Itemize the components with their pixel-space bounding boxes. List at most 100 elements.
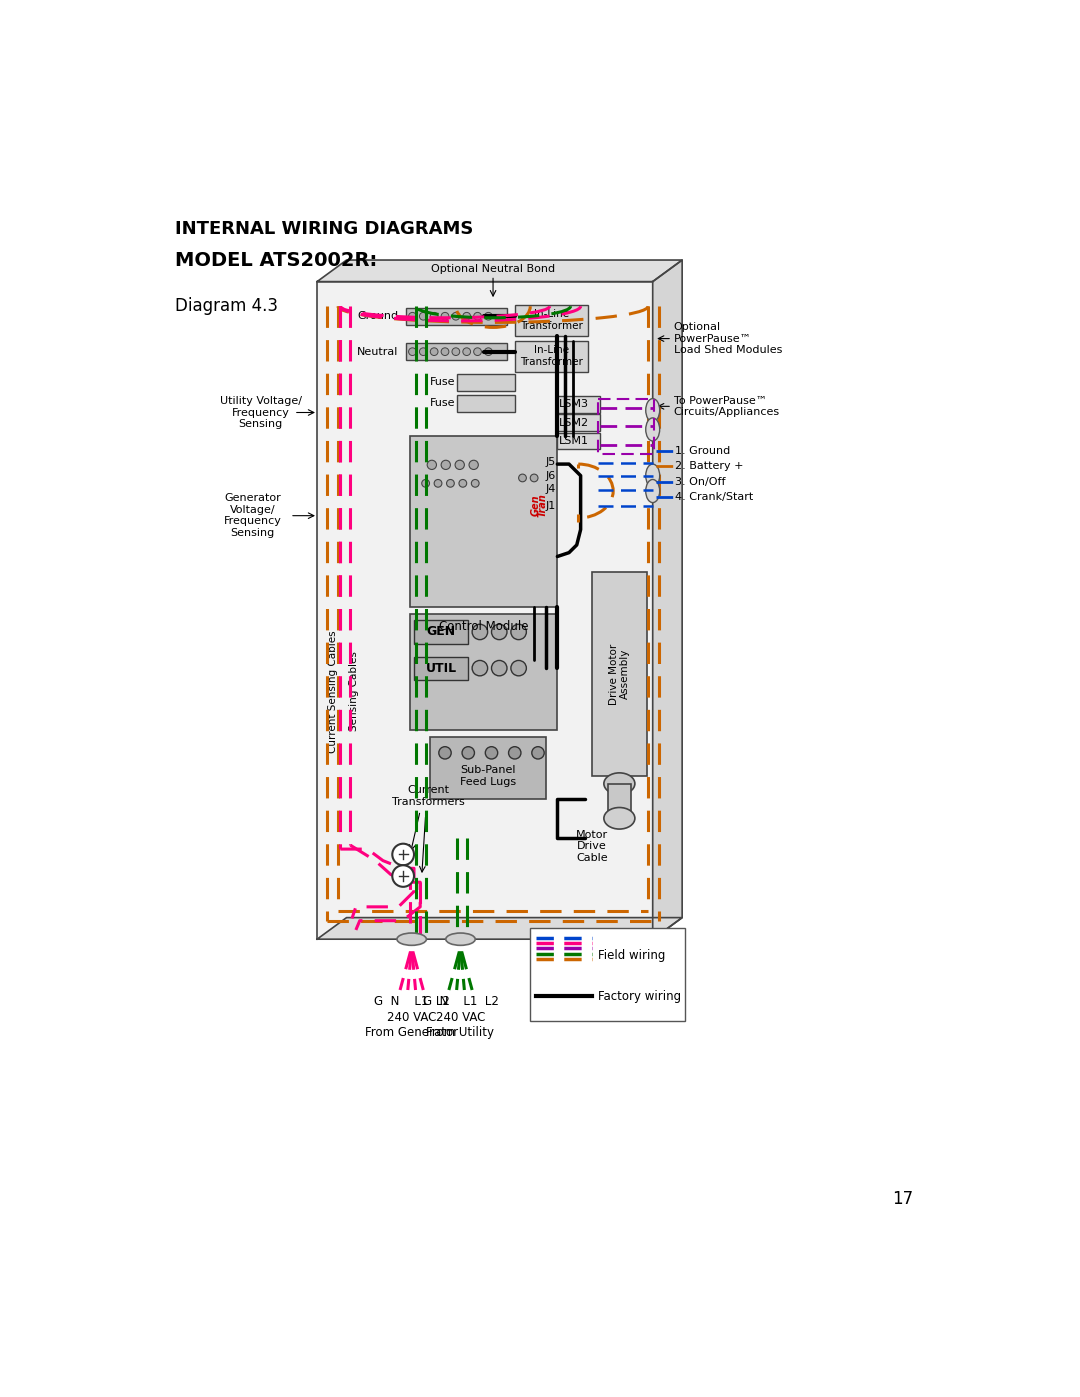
Text: Sensing Cables: Sensing Cables <box>349 651 359 731</box>
Bar <box>406 307 507 324</box>
Circle shape <box>463 313 471 320</box>
Text: 240 VAC
From Generator: 240 VAC From Generator <box>365 1011 458 1039</box>
Circle shape <box>463 348 471 355</box>
Circle shape <box>491 624 507 640</box>
Bar <box>414 657 469 680</box>
Ellipse shape <box>604 773 635 795</box>
Bar <box>457 374 515 391</box>
Circle shape <box>408 313 416 320</box>
Text: Sub-Panel
Feed Lugs: Sub-Panel Feed Lugs <box>460 766 515 787</box>
Text: To PowerPause™
Circuits/Appliances: To PowerPause™ Circuits/Appliances <box>674 395 780 418</box>
Bar <box>515 341 589 372</box>
Text: Ground: Ground <box>357 312 399 321</box>
Circle shape <box>430 313 438 320</box>
Bar <box>592 571 647 775</box>
Text: G  N    L1  L2: G N L1 L2 <box>422 995 499 1007</box>
Bar <box>318 282 652 939</box>
Bar <box>557 395 600 412</box>
Text: Drive Motor
Assembly: Drive Motor Assembly <box>608 643 630 704</box>
Text: In-Line
Transformer: In-Line Transformer <box>519 309 582 331</box>
Text: Gen: Gen <box>530 495 540 515</box>
Bar <box>430 738 545 799</box>
Circle shape <box>422 479 430 488</box>
Text: J5: J5 <box>545 457 556 467</box>
Circle shape <box>511 624 526 640</box>
Circle shape <box>518 474 526 482</box>
Circle shape <box>472 624 488 640</box>
Circle shape <box>472 661 488 676</box>
Text: G  N    L1  L2: G N L1 L2 <box>374 995 449 1007</box>
Circle shape <box>419 313 428 320</box>
Text: MODEL ATS2002R:: MODEL ATS2002R: <box>175 251 378 270</box>
Text: GEN: GEN <box>427 626 456 638</box>
Bar <box>414 620 469 644</box>
Bar <box>515 305 589 335</box>
Circle shape <box>428 460 436 469</box>
Text: Tran: Tran <box>538 493 548 517</box>
Ellipse shape <box>604 807 635 828</box>
Text: 3. On/Off: 3. On/Off <box>675 476 726 486</box>
Circle shape <box>485 348 492 355</box>
Circle shape <box>462 746 474 759</box>
Circle shape <box>459 479 467 488</box>
Text: J4: J4 <box>545 485 556 495</box>
Circle shape <box>471 479 480 488</box>
Text: Motor
Drive
Cable: Motor Drive Cable <box>577 830 608 863</box>
Text: 1. Ground: 1. Ground <box>675 446 730 455</box>
Ellipse shape <box>397 933 427 946</box>
Circle shape <box>392 865 414 887</box>
Ellipse shape <box>646 398 660 422</box>
Text: Current
Transformers: Current Transformers <box>392 785 464 806</box>
Circle shape <box>441 313 449 320</box>
Circle shape <box>419 348 428 355</box>
Text: LSM2: LSM2 <box>559 418 589 427</box>
Text: Field wiring: Field wiring <box>598 949 666 963</box>
Text: Generator
Voltage/
Frequency
Sensing: Generator Voltage/ Frequency Sensing <box>224 493 282 538</box>
Text: Fuse: Fuse <box>430 377 455 387</box>
Circle shape <box>451 313 460 320</box>
Circle shape <box>441 348 449 355</box>
Text: Neutral: Neutral <box>357 346 399 356</box>
Circle shape <box>430 348 438 355</box>
Circle shape <box>531 746 544 759</box>
Circle shape <box>509 746 521 759</box>
Text: UTIL: UTIL <box>426 662 457 675</box>
Text: J1: J1 <box>545 502 556 511</box>
Circle shape <box>392 844 414 865</box>
Circle shape <box>455 460 464 469</box>
Text: Factory wiring: Factory wiring <box>598 989 681 1003</box>
Bar <box>406 344 507 360</box>
Text: Current Sensing Cables: Current Sensing Cables <box>327 630 338 753</box>
Bar <box>598 398 654 454</box>
Polygon shape <box>652 260 683 939</box>
Text: LSM1: LSM1 <box>559 436 589 446</box>
Bar <box>557 433 600 450</box>
Text: Diagram 4.3: Diagram 4.3 <box>175 298 279 314</box>
Circle shape <box>491 661 507 676</box>
Circle shape <box>438 746 451 759</box>
Text: 4. Crank/Start: 4. Crank/Start <box>675 492 754 502</box>
Bar <box>457 395 515 412</box>
Circle shape <box>446 479 455 488</box>
Text: 2. Battery +: 2. Battery + <box>675 461 744 471</box>
Ellipse shape <box>446 933 475 946</box>
Ellipse shape <box>646 418 660 441</box>
Circle shape <box>469 460 478 469</box>
Circle shape <box>408 348 416 355</box>
Text: Optional Neutral Bond: Optional Neutral Bond <box>431 264 555 274</box>
Text: Control Module: Control Module <box>438 620 528 633</box>
Circle shape <box>474 313 482 320</box>
Text: 240 VAC
From Utility: 240 VAC From Utility <box>427 1011 495 1039</box>
Text: Fuse: Fuse <box>430 398 455 408</box>
Circle shape <box>451 348 460 355</box>
Text: 17: 17 <box>892 1190 913 1208</box>
Text: In-Line
Transformer: In-Line Transformer <box>519 345 582 367</box>
Text: LSM3: LSM3 <box>559 400 589 409</box>
Circle shape <box>474 348 482 355</box>
Text: Utility Voltage/
Frequency
Sensing: Utility Voltage/ Frequency Sensing <box>219 395 301 429</box>
Bar <box>410 436 557 606</box>
Bar <box>608 784 631 819</box>
Circle shape <box>441 460 450 469</box>
Polygon shape <box>318 260 683 282</box>
Text: J6: J6 <box>545 471 556 481</box>
